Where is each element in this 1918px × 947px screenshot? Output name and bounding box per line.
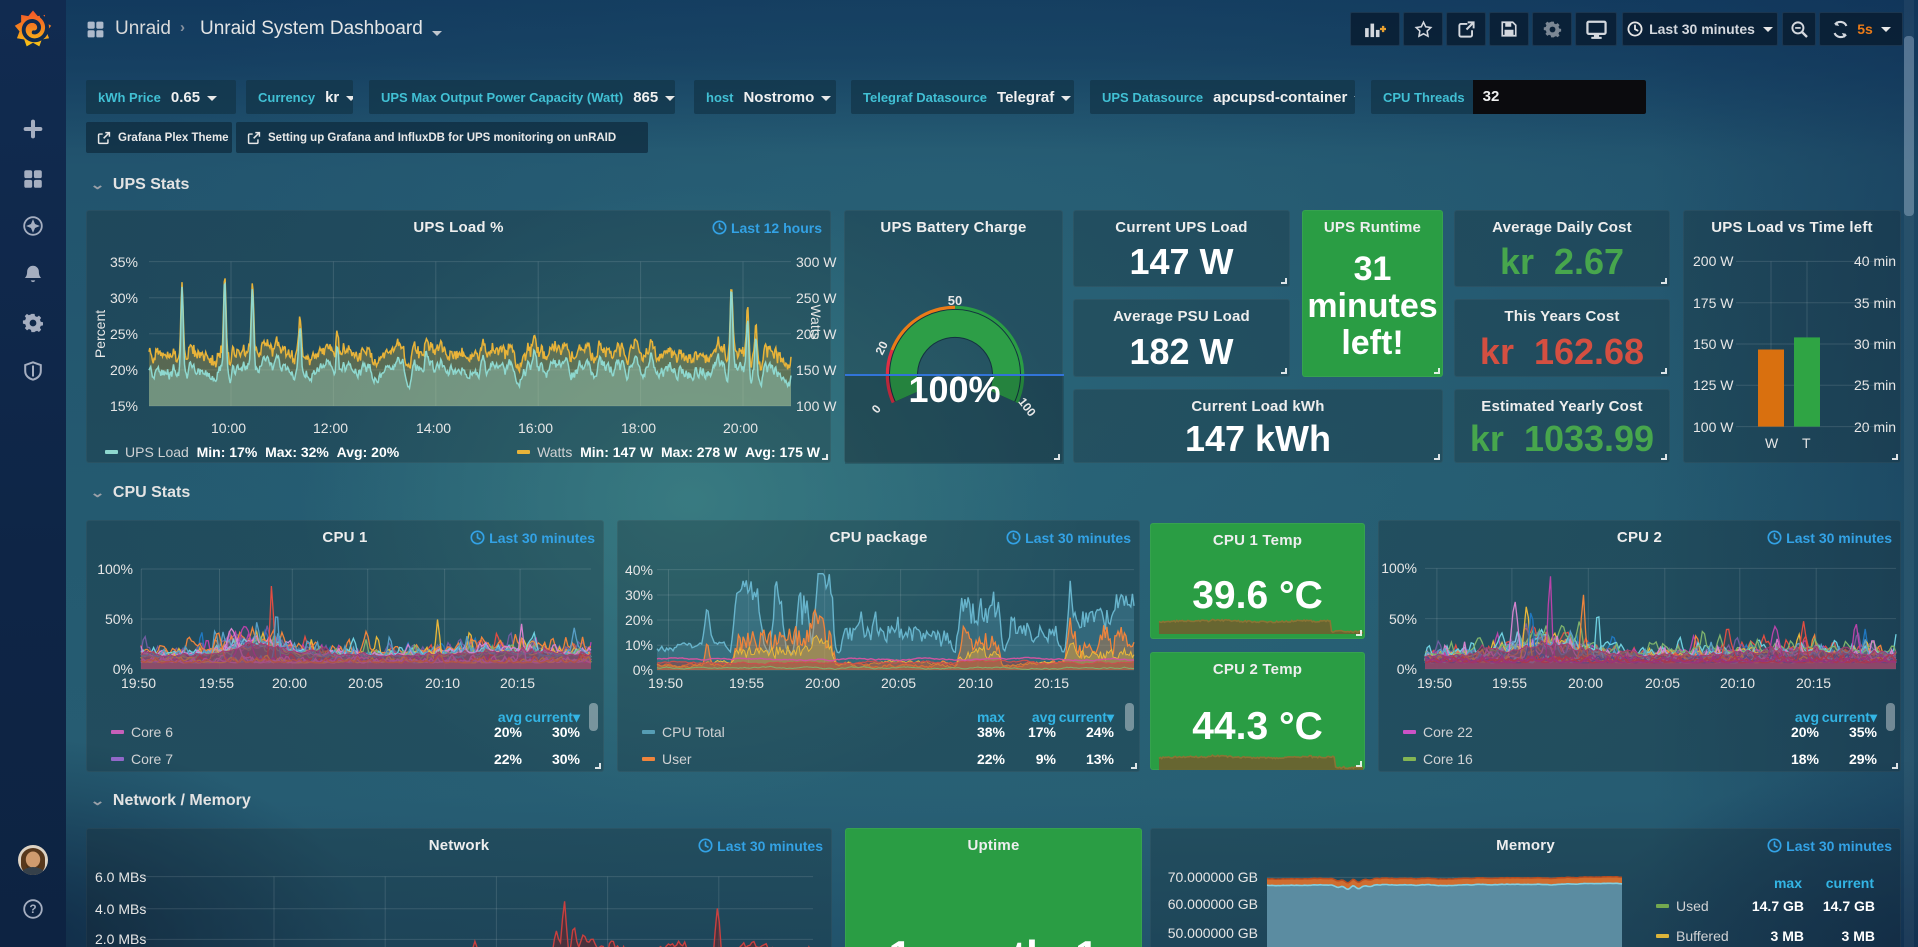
svg-text:?: ? xyxy=(29,902,36,916)
